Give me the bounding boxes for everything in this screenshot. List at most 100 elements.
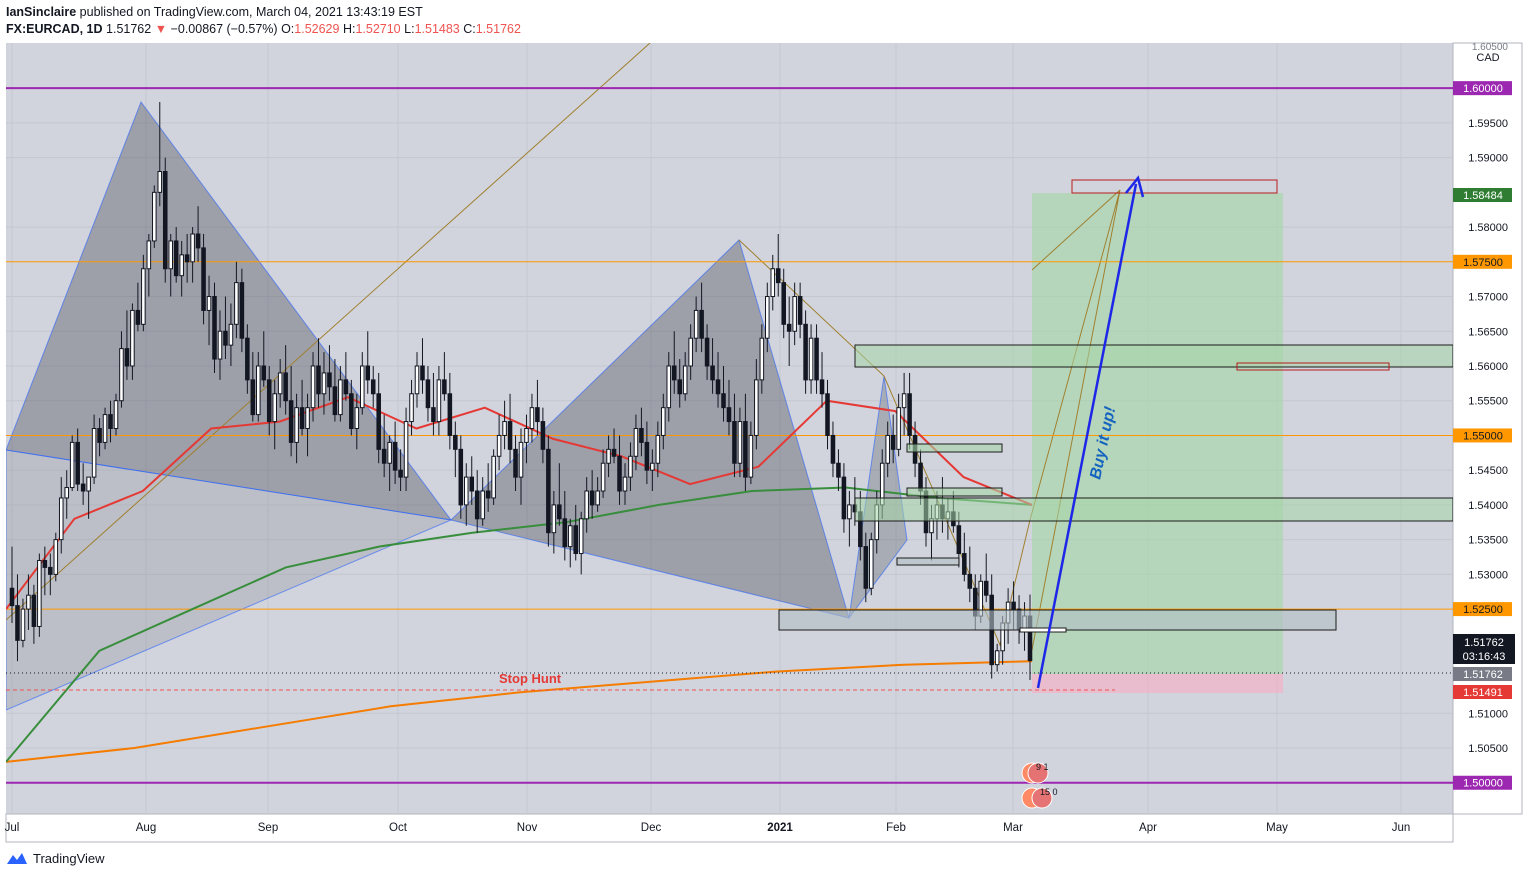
candle-body <box>42 559 48 568</box>
candle-body <box>26 594 31 610</box>
price-tick-label: 1.58000 <box>1468 222 1508 234</box>
publisher-name[interactable]: IanSinclaire <box>6 5 77 19</box>
candle-body <box>184 254 190 263</box>
time-tick-label: 2021 <box>767 822 793 834</box>
target-price-tag <box>1453 188 1512 202</box>
candle-body <box>86 476 91 492</box>
candle-body <box>469 476 475 492</box>
supply-zone-box-middle[interactable] <box>854 497 1453 522</box>
zone-box-small-1[interactable] <box>906 443 1003 453</box>
candle-body <box>682 365 688 395</box>
candle-body <box>885 434 890 464</box>
candle-body <box>223 330 228 346</box>
candle-body <box>617 455 622 492</box>
stop-loss-zone <box>1032 674 1283 693</box>
candle-body <box>130 309 135 367</box>
candle-body <box>797 296 803 325</box>
candle-body <box>1011 601 1016 610</box>
published-text: published on TradingView.com, March 04, … <box>79 5 423 19</box>
candle-body <box>644 441 650 471</box>
zone-box-small-3[interactable] <box>896 557 960 566</box>
price-axis-ticks: 1.59500 1.59000 1.58000 1.57000 1.56500 1.560… <box>1468 118 1508 755</box>
candle-body <box>661 407 666 436</box>
price-tick-label: 1.56000 <box>1468 361 1508 373</box>
candle-body <box>299 407 305 430</box>
level-price-tag <box>1453 428 1512 443</box>
candle-body <box>157 171 163 193</box>
candle-body <box>775 268 781 284</box>
demand-zone-box[interactable] <box>778 609 1337 631</box>
time-tick-label: Mar <box>1003 822 1023 834</box>
candle-body <box>546 448 551 534</box>
candle-body <box>743 421 748 478</box>
candle-body <box>803 323 808 381</box>
candle-body <box>245 337 250 381</box>
candle-body <box>387 441 392 464</box>
candle-body <box>737 421 743 464</box>
candle-body <box>518 441 524 478</box>
candle-body <box>825 393 830 436</box>
candle-body <box>666 365 672 409</box>
candle-body <box>589 490 595 506</box>
candle-body <box>425 379 431 409</box>
level-price-tag-text: 1.55000 <box>1463 430 1503 442</box>
candle-body <box>699 309 704 339</box>
pattern-triangle-left-base <box>6 449 453 711</box>
buy-arrow-line <box>1036 183 1138 689</box>
candle-body <box>671 365 677 381</box>
low-label: L: <box>404 22 415 36</box>
candle-body <box>841 476 847 520</box>
event-badge-icon[interactable] <box>1027 762 1049 784</box>
candle-body <box>748 434 754 478</box>
candle-body <box>53 539 59 575</box>
current-price-box-text: 1.51762 <box>1463 669 1503 681</box>
target-zone-box[interactable] <box>1071 179 1278 194</box>
level-price-tag <box>1453 254 1512 269</box>
candle-body <box>529 407 535 430</box>
candle-body <box>967 573 973 589</box>
supply-zone-box-upper[interactable] <box>854 344 1453 368</box>
price-change: −0.00867 (−0.57%) <box>170 22 278 36</box>
candle-body <box>135 309 141 325</box>
time-tick-label: Oct <box>389 822 408 834</box>
price-tick-label: 1.59500 <box>1468 118 1508 130</box>
candle-body <box>403 421 409 478</box>
candle-body <box>195 233 201 249</box>
price-tick-label: 1.54500 <box>1468 465 1508 477</box>
candle-body <box>124 348 130 367</box>
candle-body <box>37 559 42 627</box>
low-value: 1.51483 <box>414 22 460 36</box>
candle-body <box>770 268 776 298</box>
candle-body <box>343 379 349 395</box>
footer-brand-text[interactable]: TradingView <box>33 850 105 866</box>
footer-branding: TradingView <box>6 850 105 866</box>
zone-box-small-2[interactable] <box>906 487 1003 497</box>
high-label: H: <box>342 22 356 36</box>
candle-body <box>786 323 792 332</box>
candle-body <box>715 379 721 395</box>
candle-body <box>808 337 814 381</box>
candle-body <box>535 407 540 423</box>
horizontal-levels <box>6 87 1453 784</box>
candle-body <box>48 566 53 575</box>
current-price-box <box>1453 667 1512 681</box>
candle-body <box>447 393 453 436</box>
time-tick-label: Dec <box>641 822 662 834</box>
candle-body <box>141 268 146 325</box>
candle-body <box>179 254 184 277</box>
resistance-zone-box[interactable] <box>1236 362 1390 371</box>
level-price-tag-text: 1.50000 <box>1463 778 1503 790</box>
candle-body <box>283 372 288 402</box>
candle-body <box>310 365 316 409</box>
candle-body <box>250 379 256 416</box>
candle-body <box>146 240 152 270</box>
candle-body <box>650 462 655 471</box>
projection-line-target <box>1031 189 1121 271</box>
candle-body <box>496 434 502 457</box>
event-badge-label-top: 9 1 <box>1036 762 1049 772</box>
candle-body <box>266 379 272 423</box>
candle-body <box>918 462 923 492</box>
candle-body <box>628 455 633 478</box>
event-badge-icon-2[interactable] <box>1031 787 1053 809</box>
